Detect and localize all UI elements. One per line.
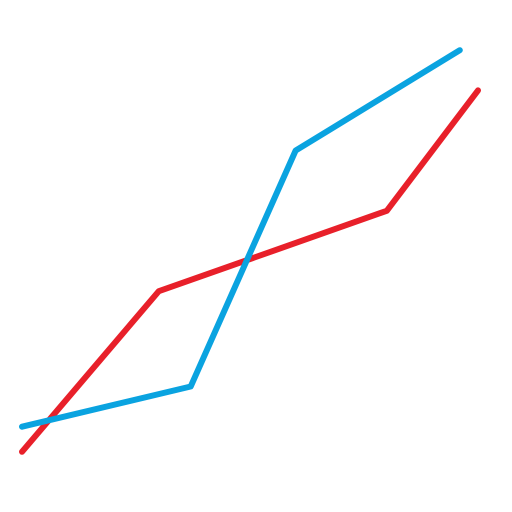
series-2 — [19, 47, 463, 430]
series-layer — [19, 47, 481, 455]
series-2-line — [19, 47, 463, 430]
series-1 — [19, 87, 481, 455]
series-1-line — [19, 87, 481, 455]
